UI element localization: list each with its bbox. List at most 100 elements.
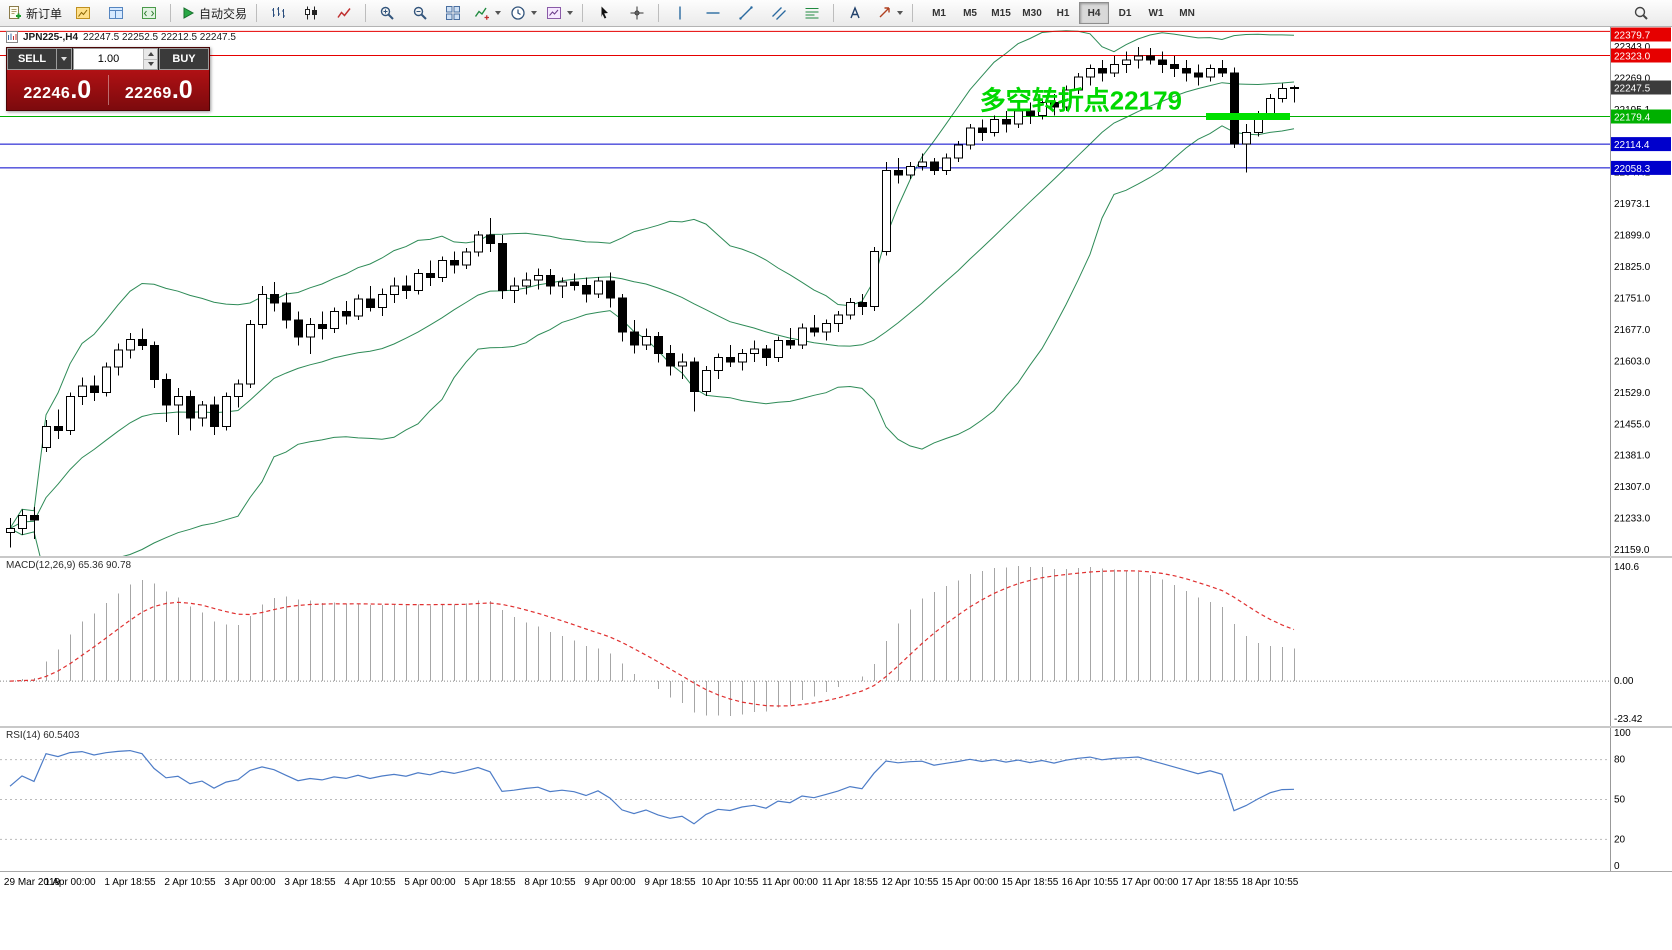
- time-axis-label: 10 Apr 10:55: [702, 877, 759, 888]
- time-axis-label: 15 Apr 18:55: [1002, 877, 1059, 888]
- time-axis-label: 3 Apr 18:55: [284, 877, 336, 888]
- search-button[interactable]: [1625, 1, 1657, 25]
- candlestick-chart-button[interactable]: [295, 1, 327, 25]
- timeframe-w1[interactable]: W1: [1148, 7, 1164, 19]
- svg-text:22058.3: 22058.3: [1614, 164, 1651, 175]
- time-axis-label: 9 Apr 00:00: [584, 877, 636, 888]
- metaeditor-button[interactable]: [133, 1, 165, 25]
- timeframe-m30[interactable]: M30: [1022, 7, 1042, 19]
- buy-button[interactable]: BUY: [159, 48, 209, 70]
- time-axis-label: 5 Apr 18:55: [464, 877, 516, 888]
- svg-text:22179.4: 22179.4: [1614, 113, 1651, 124]
- toolbar-separator: [365, 4, 367, 22]
- price-axis-label: 21455.0: [1614, 419, 1651, 430]
- templates-button[interactable]: [542, 1, 577, 25]
- timeframe-mn[interactable]: MN: [1179, 7, 1195, 19]
- volume-up-button[interactable]: [144, 49, 157, 60]
- periods-button[interactable]: [506, 1, 541, 25]
- price-axis-label: 21603.0: [1614, 356, 1651, 367]
- price-axis-label: 21159.0: [1614, 545, 1650, 556]
- bar-chart-button[interactable]: [262, 1, 294, 25]
- timeframe-d1[interactable]: D1: [1118, 7, 1132, 19]
- horizontal-line-icon: [706, 12, 720, 14]
- toolbar-separator: [170, 4, 172, 22]
- price-axis-tag: [1611, 137, 1671, 152]
- sell-button[interactable]: SELL: [7, 48, 57, 70]
- crosshair-button[interactable]: [621, 1, 653, 25]
- toolbar: 新订单 自动交易 M1 M5 M15 M30 H1 H4 D1 W1 M: [0, 0, 1672, 27]
- macd-panel[interactable]: 140.6 0.00 -23.42: [0, 558, 1672, 726]
- dropdown-caret-icon: [531, 11, 538, 15]
- timeframe-m15[interactable]: M15: [991, 7, 1011, 19]
- macd-histogram: [22, 566, 1295, 716]
- search-icon: [1634, 6, 1648, 20]
- auto-trading-button[interactable]: 自动交易: [176, 1, 251, 25]
- dropdown-caret-icon: [61, 57, 67, 61]
- tile-windows-button[interactable]: [437, 1, 469, 25]
- svg-text:22379.7: 22379.7: [1614, 31, 1651, 42]
- indicators-button[interactable]: [470, 1, 505, 25]
- one-click-trading-panel: SELL BUY 22246.0 22269.0: [6, 47, 210, 111]
- volume-down-button[interactable]: [144, 59, 157, 69]
- fibonacci-button[interactable]: [796, 1, 828, 25]
- time-axis-label: 3 Apr 00:00: [224, 877, 276, 888]
- timeframe-m1[interactable]: M1: [932, 7, 946, 19]
- charts-button[interactable]: [67, 1, 99, 25]
- price-axis-label: 22269.0: [1614, 73, 1651, 84]
- trendline-button[interactable]: [730, 1, 762, 25]
- rsi-axis-label: 100: [1614, 728, 1631, 739]
- time-axis-label: 29 Mar 2019: [4, 877, 61, 888]
- panel-splitter[interactable]: [0, 556, 1672, 558]
- rsi-panel[interactable]: 100 80 50 20 0: [0, 728, 1672, 871]
- time-axis-border: [0, 871, 1672, 872]
- price-axis-tag: [1611, 80, 1671, 95]
- zoom-out-icon: [413, 6, 427, 20]
- rsi-label: RSI(14) 60.5403: [6, 730, 80, 741]
- trendline-icon: [739, 6, 753, 20]
- profiles-button[interactable]: [100, 1, 132, 25]
- cursor-icon: [601, 6, 609, 19]
- time-axis-label: 1 Apr 00:00: [44, 877, 96, 888]
- indicators-icon: [474, 7, 490, 20]
- dropdown-caret-icon: [495, 11, 502, 15]
- metaeditor-icon: [142, 7, 157, 19]
- zoom-out-button[interactable]: [404, 1, 436, 25]
- horizontal-line-button[interactable]: [697, 1, 729, 25]
- price-chart[interactable]: 多空转折点2217922343.022269.022195.122047.121…: [0, 27, 1672, 556]
- timeframe-m5[interactable]: M5: [963, 7, 977, 19]
- channel-icon: [772, 7, 786, 20]
- templates-icon: [547, 7, 562, 19]
- toolbar-separator: [256, 4, 258, 22]
- crosshair-icon: [630, 6, 644, 20]
- fibonacci-icon: [805, 8, 819, 19]
- time-axis-label: 2 Apr 10:55: [164, 877, 216, 888]
- toolbar-separator: [912, 4, 914, 22]
- timeframe-h4[interactable]: H4: [1079, 2, 1110, 24]
- rsi-axis-label: 80: [1614, 755, 1626, 766]
- zoom-in-button[interactable]: [371, 1, 403, 25]
- new-order-icon: [9, 6, 21, 19]
- new-order-button[interactable]: 新订单: [3, 1, 66, 25]
- panel-splitter[interactable]: [0, 726, 1672, 728]
- chart-symbol-period: JPN225-,H4: [23, 31, 79, 43]
- chart-header: JPN225-,H4 22247.5 22252.5 22212.5 22247…: [6, 31, 236, 43]
- vertical-line-button[interactable]: [664, 1, 696, 25]
- macd-axis-min: -23.42: [1614, 714, 1643, 725]
- time-axis-label: 5 Apr 00:00: [404, 877, 456, 888]
- volume-input[interactable]: [74, 49, 143, 69]
- channel-button[interactable]: [763, 1, 795, 25]
- cursor-button[interactable]: [588, 1, 620, 25]
- time-axis-label: 16 Apr 10:55: [1062, 877, 1119, 888]
- price-axis-label: 21307.0: [1614, 482, 1651, 493]
- time-axis-label: 8 Apr 10:55: [524, 877, 576, 888]
- timeframe-h1[interactable]: H1: [1056, 7, 1070, 19]
- price-axis-label: 21825.0: [1614, 262, 1651, 273]
- price-axis-tag: [1611, 48, 1671, 63]
- bollinger-band: [9, 81, 1295, 529]
- volume-dropdown-button[interactable]: [57, 48, 72, 70]
- arrow-tools-button[interactable]: [872, 1, 907, 25]
- line-chart-button[interactable]: [328, 1, 360, 25]
- time-axis-label: 11 Apr 18:55: [822, 877, 878, 888]
- text-tool-button[interactable]: [839, 1, 871, 25]
